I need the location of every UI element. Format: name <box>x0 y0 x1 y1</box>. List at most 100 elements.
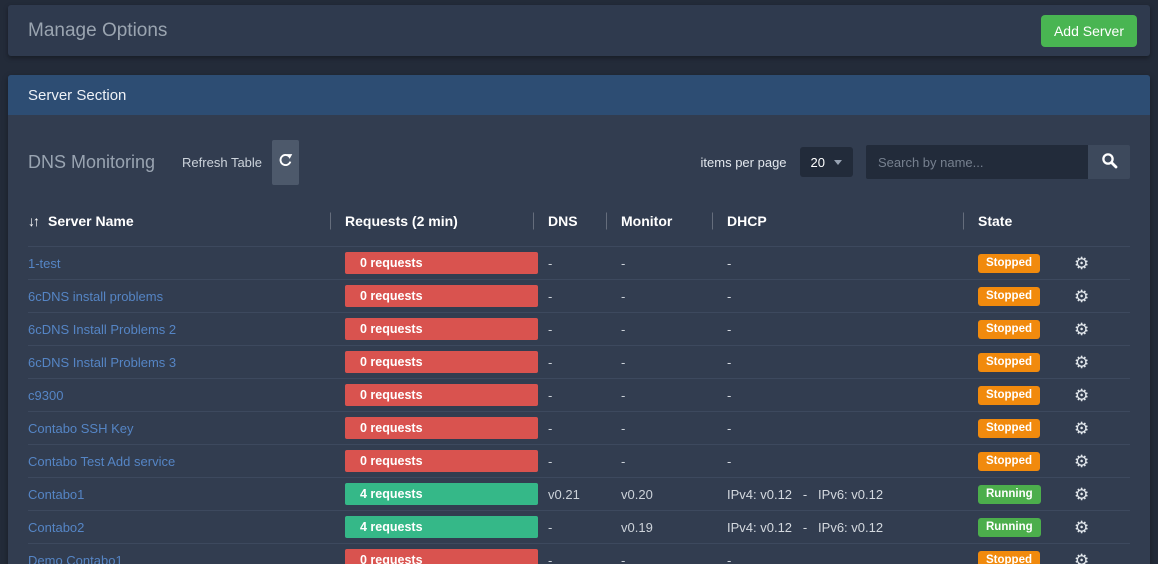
monitor-value: v0.20 <box>621 486 653 502</box>
monitor-value: - <box>621 552 626 564</box>
table-body: 1-test 0 requests - - - Stopped ⚙ 6cDNS … <box>28 247 1130 564</box>
table-row: Contabo2 4 requests - v0.19 IPv4: v0.12 … <box>28 511 1130 544</box>
state-badge: Stopped <box>978 451 1040 471</box>
requests-badge: 4 requests <box>345 483 538 505</box>
column-header-monitor: Monitor <box>606 213 712 229</box>
state-badge: Stopped <box>978 253 1040 273</box>
refresh-table-label: Refresh Table <box>182 154 263 170</box>
server-name-link[interactable]: Demo Contabo1 <box>28 552 123 564</box>
monitor-value: - <box>621 288 626 304</box>
requests-badge: 0 requests <box>345 450 538 472</box>
panel-body: DNS Monitoring Refresh Table items per p… <box>8 115 1150 564</box>
gear-icon[interactable]: ⚙ <box>1074 319 1090 339</box>
server-name-link[interactable]: Contabo2 <box>28 519 85 535</box>
dhcp-value: IPv4: v0.12 - IPv6: v0.12 <box>727 519 884 535</box>
state-badge: Running <box>978 484 1041 504</box>
gear-icon[interactable]: ⚙ <box>1074 286 1090 306</box>
dhcp-value: - <box>727 288 732 304</box>
dns-value: - <box>548 519 553 535</box>
chevron-down-icon <box>834 159 842 165</box>
refresh-button[interactable] <box>272 139 300 185</box>
gear-icon[interactable]: ⚙ <box>1074 451 1090 471</box>
sort-icon[interactable]: ↓↑ <box>28 212 40 229</box>
column-header-dns: DNS <box>533 213 606 229</box>
table-row: 6cDNS Install Problems 3 0 requests - - … <box>28 346 1130 379</box>
column-header-requests: Requests (2 min) <box>330 213 533 229</box>
monitor-value: - <box>621 387 626 403</box>
items-per-page-value: 20 <box>810 154 825 170</box>
gear-icon[interactable]: ⚙ <box>1074 253 1090 273</box>
requests-badge: 0 requests <box>345 351 538 373</box>
table-row: 6cDNS install problems 0 requests - - - … <box>28 280 1130 313</box>
dhcp-value: - <box>727 255 732 271</box>
dns-value: - <box>548 387 553 403</box>
dns-value: - <box>548 288 553 304</box>
dhcp-value: IPv4: v0.12 - IPv6: v0.12 <box>727 486 884 502</box>
search-button[interactable] <box>1088 145 1130 179</box>
dns-value: - <box>548 255 553 271</box>
server-name-link[interactable]: 6cDNS install problems <box>28 288 164 304</box>
table-heading: DNS Monitoring <box>28 151 156 172</box>
state-badge: Stopped <box>978 319 1040 339</box>
toolbar-right: items per page 20 <box>701 145 1130 179</box>
gear-icon[interactable]: ⚙ <box>1074 552 1089 564</box>
column-label-server-name: Server Name <box>48 212 134 229</box>
refresh-icon <box>278 153 293 171</box>
server-section-panel: Server Section DNS Monitoring Refresh Ta… <box>8 75 1150 564</box>
requests-badge: 0 requests <box>345 549 538 564</box>
table-row: c9300 0 requests - - - Stopped ⚙ <box>28 379 1130 412</box>
section-title: Server Section <box>28 86 127 104</box>
dhcp-value: - <box>727 354 732 370</box>
add-server-button[interactable]: Add Server <box>1040 14 1137 47</box>
requests-badge: 0 requests <box>345 285 538 307</box>
table-row: Contabo SSH Key 0 requests - - - Stopped… <box>28 412 1130 445</box>
requests-badge: 0 requests <box>345 384 538 406</box>
table-row: 6cDNS Install Problems 2 0 requests - - … <box>28 313 1130 346</box>
requests-badge: 0 requests <box>345 417 538 439</box>
table-row: 1-test 0 requests - - - Stopped ⚙ <box>28 247 1130 280</box>
state-badge: Stopped <box>978 418 1040 438</box>
search-icon <box>1101 152 1118 172</box>
state-badge: Stopped <box>978 286 1040 306</box>
gear-icon[interactable]: ⚙ <box>1074 418 1090 438</box>
server-name-link[interactable]: 6cDNS Install Problems 2 <box>28 321 177 337</box>
requests-badge: 0 requests <box>345 318 538 340</box>
dns-value: - <box>548 552 553 564</box>
dhcp-value: - <box>727 321 732 337</box>
server-name-link[interactable]: Contabo1 <box>28 486 85 502</box>
table-row: Demo Contabo1 0 requests - - - Stopped ⚙ <box>28 544 1130 564</box>
gear-icon[interactable]: ⚙ <box>1074 352 1090 372</box>
dhcp-value: - <box>727 453 732 469</box>
column-header-server-name[interactable]: ↓↑ Server Name <box>28 213 330 229</box>
gear-icon[interactable]: ⚙ <box>1074 385 1090 405</box>
gear-icon[interactable]: ⚙ <box>1074 517 1090 537</box>
column-header-dhcp: DHCP <box>712 213 963 229</box>
server-name-link[interactable]: 6cDNS Install Problems 3 <box>28 354 177 370</box>
monitor-value: - <box>621 321 626 337</box>
monitor-value: - <box>621 420 626 436</box>
page-title: Manage Options <box>28 19 168 41</box>
table-row: Contabo Test Add service 0 requests - - … <box>28 445 1130 478</box>
monitor-value: - <box>621 354 626 370</box>
server-name-link[interactable]: c9300 <box>28 387 64 403</box>
dns-value: - <box>548 321 553 337</box>
dns-value: v0.21 <box>548 486 580 502</box>
search-input[interactable] <box>866 145 1088 179</box>
server-name-link[interactable]: 1-test <box>28 255 61 271</box>
server-name-link[interactable]: Contabo SSH Key <box>28 420 134 436</box>
table-row: Contabo1 4 requests v0.21 v0.20 IPv4: v0… <box>28 478 1130 511</box>
table-header: ↓↑ Server Name Requests (2 min) DNS Moni… <box>28 185 1130 247</box>
items-per-page-select[interactable]: 20 <box>799 147 853 177</box>
dns-value: - <box>548 354 553 370</box>
dns-value: - <box>548 420 553 436</box>
requests-badge: 0 requests <box>345 252 538 274</box>
state-badge: Stopped <box>978 385 1040 405</box>
table-toolbar: DNS Monitoring Refresh Table items per p… <box>28 139 1130 185</box>
server-name-link[interactable]: Contabo Test Add service <box>28 453 176 469</box>
requests-badge: 4 requests <box>345 516 538 538</box>
search-box <box>866 145 1130 179</box>
monitor-value: - <box>621 255 626 271</box>
monitor-value: v0.19 <box>621 519 653 535</box>
dns-value: - <box>548 453 553 469</box>
gear-icon[interactable]: ⚙ <box>1074 484 1090 504</box>
